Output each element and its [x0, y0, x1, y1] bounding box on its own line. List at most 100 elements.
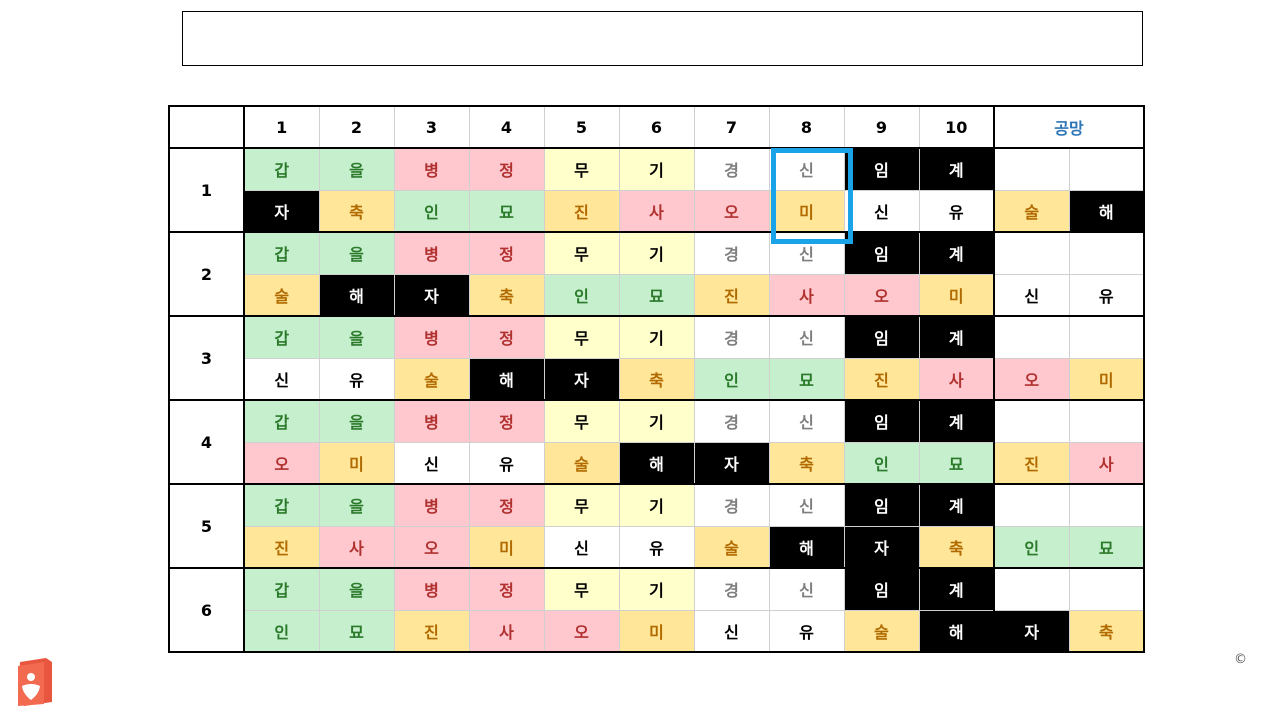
ganji-cell: 해	[918, 609, 995, 653]
ganji-cell: 사	[318, 525, 395, 569]
ganji-cell: 해	[318, 273, 395, 317]
ganji-cell: 인	[693, 357, 770, 401]
gongmang-cell	[1068, 231, 1145, 275]
ganji-cell: 병	[393, 483, 470, 527]
ganji-cell: 술	[693, 525, 770, 569]
ganji-cell: 해	[468, 357, 545, 401]
ganji-cell: 갑	[243, 231, 320, 275]
ganji-cell: 을	[318, 231, 395, 275]
ganji-cell: 임	[843, 567, 920, 611]
ganji-cell: 축	[468, 273, 545, 317]
ganji-cell: 정	[468, 315, 545, 359]
ganji-cell: 자	[393, 273, 470, 317]
gongmang-cell: 술	[993, 189, 1070, 233]
gongmang-cell: 오	[993, 357, 1070, 401]
copyright-mark: ©	[1234, 652, 1247, 667]
ganji-cell: 임	[843, 315, 920, 359]
ganji-cell: 오	[393, 525, 470, 569]
ganji-cell: 묘	[918, 441, 995, 485]
ganji-cell: 묘	[768, 357, 845, 401]
ganji-cell: 을	[318, 147, 395, 191]
ganji-cell: 정	[468, 483, 545, 527]
header-col-3: 3	[393, 105, 470, 149]
row-label: 1	[168, 147, 245, 233]
ganji-cell: 사	[918, 357, 995, 401]
ganji-cell: 축	[618, 357, 695, 401]
ganji-cell: 을	[318, 483, 395, 527]
ganji-cell: 축	[768, 441, 845, 485]
ganji-cell: 무	[543, 483, 620, 527]
ganji-cell: 병	[393, 231, 470, 275]
ganji-cell: 인	[243, 609, 320, 653]
ganji-cell: 기	[618, 315, 695, 359]
gongmang-cell: 묘	[1068, 525, 1145, 569]
ganji-cell: 정	[468, 231, 545, 275]
ganji-cell: 신	[768, 147, 845, 191]
row-label: 4	[168, 399, 245, 485]
gongmang-cell	[1068, 147, 1145, 191]
ganji-cell: 임	[843, 483, 920, 527]
ganji-cell: 해	[768, 525, 845, 569]
gongmang-cell	[1068, 483, 1145, 527]
ganji-cell: 신	[243, 357, 320, 401]
ganji-cell: 임	[843, 399, 920, 443]
ganji-cell: 오	[843, 273, 920, 317]
ganji-cell: 병	[393, 315, 470, 359]
gongmang-cell: 유	[1068, 273, 1145, 317]
ganji-cell: 미	[768, 189, 845, 233]
gongmang-cell: 진	[993, 441, 1070, 485]
ganji-cell: 경	[693, 567, 770, 611]
ganji-cell: 갑	[243, 483, 320, 527]
ganji-cell: 묘	[468, 189, 545, 233]
row-label: 2	[168, 231, 245, 317]
ganji-cell: 인	[843, 441, 920, 485]
ganji-cell: 자	[843, 525, 920, 569]
gongmang-cell: 사	[1068, 441, 1145, 485]
ganji-cell: 기	[618, 567, 695, 611]
gongmang-cell	[1068, 399, 1145, 443]
ganji-cell: 진	[843, 357, 920, 401]
ganji-cell: 술	[243, 273, 320, 317]
ganji-cell: 오	[543, 609, 620, 653]
ganji-cell: 유	[468, 441, 545, 485]
header-corner	[168, 105, 245, 149]
ganji-cell: 사	[618, 189, 695, 233]
ganji-cell: 무	[543, 399, 620, 443]
ganji-cell: 무	[543, 147, 620, 191]
book-heart-icon	[18, 658, 52, 706]
gongmang-cell: 해	[1068, 189, 1145, 233]
ganji-cell: 자	[243, 189, 320, 233]
gongmang-cell: 자	[993, 609, 1070, 653]
ganji-cell: 갑	[243, 567, 320, 611]
ganji-cell: 임	[843, 147, 920, 191]
ganji-cell: 을	[318, 315, 395, 359]
ganji-cell: 진	[393, 609, 470, 653]
ganji-cell: 갑	[243, 147, 320, 191]
ganji-cell: 신	[768, 483, 845, 527]
ganji-cell: 무	[543, 315, 620, 359]
gongmang-cell: 신	[993, 273, 1070, 317]
ganji-cell: 신	[693, 609, 770, 653]
ganji-cell: 갑	[243, 399, 320, 443]
gongmang-cell: 미	[1068, 357, 1145, 401]
gongmang-cell	[993, 483, 1070, 527]
header-gongmang: 공망	[993, 105, 1145, 149]
ganji-cell: 무	[543, 231, 620, 275]
ganji-cell: 계	[918, 231, 995, 275]
ganji-cell: 술	[843, 609, 920, 653]
header-col-1: 1	[243, 105, 320, 149]
header-col-9: 9	[843, 105, 920, 149]
ganji-cell: 을	[318, 567, 395, 611]
ganji-cell: 계	[918, 147, 995, 191]
gongmang-cell	[1068, 567, 1145, 611]
ganji-cell: 미	[468, 525, 545, 569]
ganji-cell: 경	[693, 315, 770, 359]
